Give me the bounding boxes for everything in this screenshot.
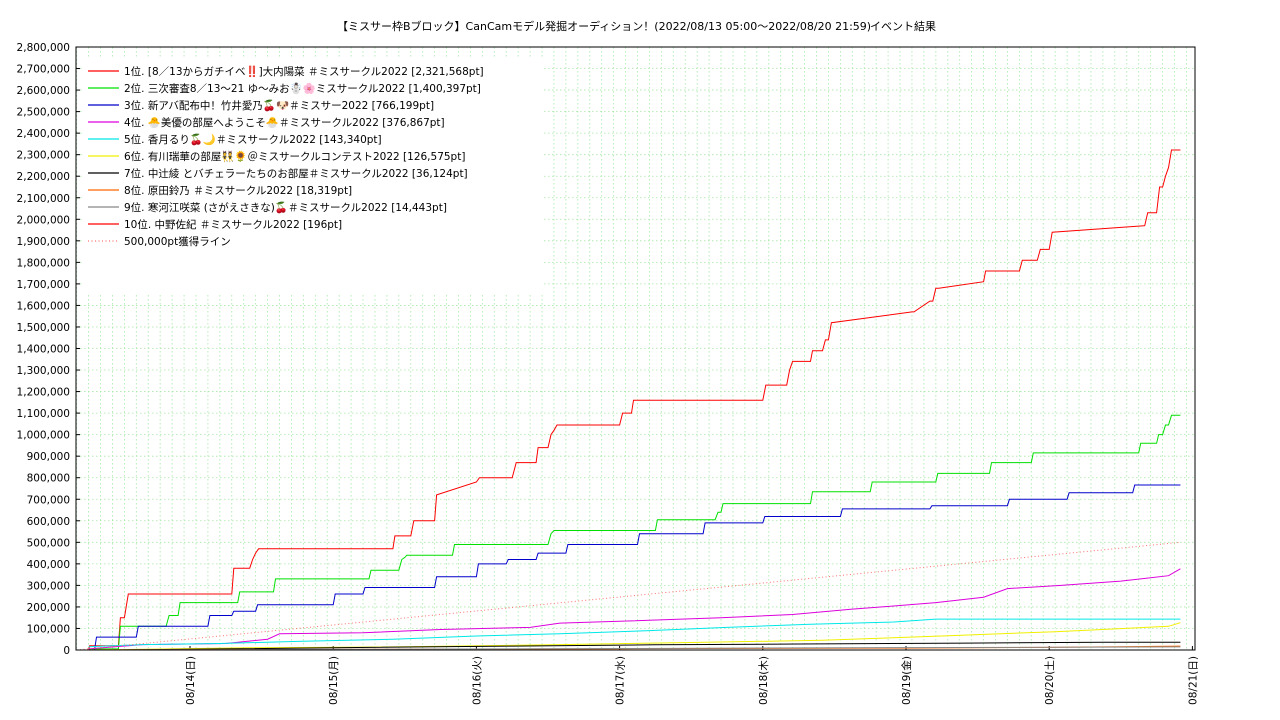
legend-box [82,58,544,293]
chart-title-group: 【ミスサー枠Bブロック】CanCamモデル発掘オーディション！(2022/08/… [337,19,936,33]
y-tick-label: 400,000 [27,559,70,571]
x-tick-label: 08/20(土) [1043,656,1056,705]
plot-border [75,46,1196,651]
legend-label: 2位. 三次審査8／13〜21 ゆ〜みお☃️🌸ミスサークル2022 [1,400… [124,82,481,95]
y-tick-label: 1,800,000 [17,257,70,269]
x-tick-label: 08/14(日) [185,656,197,705]
legend-label: 5位. 香月るり🍒🌙＃ミスサークル2022 [143,340pt] [124,133,382,146]
y-tick-label: 800,000 [27,473,70,485]
x-tick-label: 08/17(水) [615,656,627,705]
legend-label: 3位. 新アバ配布中！竹井愛乃🍒🐶＃ミスサー2022 [766,199pt] [124,99,434,112]
series-line-2 [88,414,1181,651]
y-tick-label: 1,500,000 [17,322,70,334]
x-tick-label: 08/21(日) [1187,656,1199,705]
y-tick-label: 500,000 [27,537,70,549]
y-tick-label: 900,000 [27,451,70,463]
y-tick-label: 2,500,000 [17,107,70,119]
x-tick-label: 08/19(金) [900,656,913,705]
y-tick-label: 100,000 [27,623,70,635]
y-tick-label: 600,000 [27,516,70,528]
legend-label: 10位. 中野佐紀 ＃ミスサークル2022 [196pt] [124,218,342,231]
x-tick-label: 08/18(木) [758,656,770,705]
legend-label: 9位. 寒河江咲菜 (さがえさきな)🍒＃ミスサークル2022 [14,443pt… [124,201,447,214]
series-line-3 [94,484,1181,651]
y-tick-label: 1,400,000 [17,344,70,356]
x-tick-label: 08/15(月) [328,656,340,705]
series-line-6 [88,622,1181,651]
x-axis: 08/14(日) 08/15(月) 08/16(火) 08/17(水) 08/18(木)… [185,646,1199,705]
series-line-1 [88,149,1181,651]
plot-frame [75,46,1196,651]
y-tick-label: 2,100,000 [17,193,70,205]
y-tick-label: 700,000 [27,494,70,506]
chart-title-suffix: イベント結果 [870,19,936,33]
y-tick-label: 1,200,000 [17,387,70,399]
series-line-4 [88,568,1181,650]
y-tick-label: 2,300,000 [17,150,70,162]
y-tick-label: 2,000,000 [17,214,70,226]
y-tick-label: 0 [63,645,70,657]
y-tick-label: 1,300,000 [17,365,70,377]
y-tick-label: 1,600,000 [17,300,70,312]
legend-label: 500,000pt獲得ライン [124,235,231,248]
series-line-11 [76,541,1181,651]
legend: 1位. [8／13からガチイベ‼️]大内陽菜 ＃ミスサークル2022 [2,32… [82,58,544,293]
legend-label: 1位. [8／13からガチイベ‼️]大内陽菜 ＃ミスサークル2022 [2,32… [124,65,484,78]
y-tick-label: 200,000 [27,602,70,614]
y-tick-label: 1,900,000 [17,236,70,248]
series-line-7 [112,641,1181,651]
y-tick-label: 2,200,000 [17,171,70,183]
y-tick-label: 300,000 [27,580,70,592]
y-axis: 0 100,000 200,000 300,000 400,000 500,000 600,… [17,42,80,657]
chart-title: 【ミスサー枠Bブロック】CanCamモデル発掘オーディション！(2022/08/… [337,19,871,33]
x-tick-label: 08/16(火) [471,656,483,705]
series-line-5 [88,618,1181,648]
y-tick-label: 2,600,000 [17,85,70,97]
y-tick-label: 2,700,000 [17,64,70,76]
legend-label: 7位. 中辻綾 とバチェラーたちのお部屋＃ミスサークル2022 [36,124p… [124,167,468,180]
y-tick-label: 1,700,000 [17,279,70,291]
legend-label: 4位. 🐣美優の部屋へようこそ🐣＃ミスサークル2022 [376,867pt] [124,116,445,129]
y-tick-label: 2,400,000 [17,128,70,140]
y-tick-label: 1,100,000 [17,408,70,420]
y-tick-label: 1,000,000 [17,430,70,442]
y-tick-label: 2,800,000 [17,42,70,54]
legend-label: 6位. 有川瑞華の部屋👯🌻＠ミスサークルコンテスト2022 [126,575pt… [124,150,465,163]
legend-label: 8位. 原田鈴乃 ＃ミスサークル2022 [18,319pt] [124,184,352,197]
